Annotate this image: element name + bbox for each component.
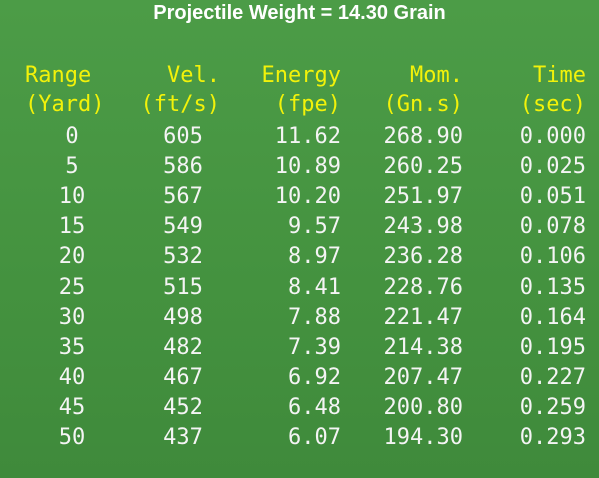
table-cell: 586: [163, 154, 203, 180]
table-cell: 243.98: [383, 214, 463, 240]
table-cell: 0.000: [519, 124, 586, 149]
table-cell: 221.47: [383, 304, 463, 330]
table-cell: 0.195: [519, 334, 586, 360]
table-cell: 0.051: [519, 184, 586, 210]
table-cell: 7.39: [288, 334, 341, 360]
column-header: (fpe): [274, 92, 341, 117]
table-cell: 0.293: [519, 425, 586, 450]
column-header: (ft/s): [140, 92, 220, 117]
table-cell: 8.97: [288, 244, 341, 270]
table-cell: 0.259: [519, 394, 586, 420]
title: Projectile Weight = 14.30 Grain: [153, 2, 446, 24]
table-cell: 498: [163, 304, 203, 330]
column-header: Time: [533, 63, 586, 88]
table-cell: 0.025: [519, 154, 586, 180]
column-header: Mom.: [410, 63, 463, 88]
table-cell: 6.92: [288, 364, 341, 390]
table-cell: 10: [58, 184, 86, 210]
table-cell: 515: [163, 274, 203, 300]
table-cell: 251.97: [383, 184, 463, 210]
table-cell: 25: [58, 274, 86, 300]
table-cell: 532: [163, 244, 203, 270]
column-header: Vel.: [167, 63, 220, 88]
table-cell: 45: [58, 394, 86, 420]
table-cell: 200.80: [383, 394, 463, 420]
table-cell: 482: [163, 334, 203, 360]
table-cell: 605: [163, 124, 203, 149]
table-cell: 228.76: [383, 274, 463, 300]
table-cell: 7.88: [288, 304, 341, 330]
table-cell: 20: [58, 244, 86, 270]
table-cell: 0.135: [519, 274, 586, 300]
column-header: (Gn.s): [383, 92, 463, 117]
table-cell: 0.106: [519, 244, 586, 270]
table-cell: 6.48: [288, 394, 341, 420]
table-cell: 194.30: [383, 425, 463, 450]
table-cell: 437: [163, 425, 203, 450]
table-cell: 15: [58, 214, 86, 240]
table-cell: 549: [163, 214, 203, 240]
table-cell: 0: [65, 124, 79, 149]
table-cell: 268.90: [383, 124, 463, 149]
table-cell: 467: [163, 364, 203, 390]
column-header: (sec): [519, 92, 586, 117]
table-cell: 5: [65, 154, 79, 180]
table-cell: 567: [163, 184, 203, 210]
table-cell: 8.41: [288, 274, 341, 300]
table-cell: 30: [58, 304, 86, 330]
table-cell: 0.078: [519, 214, 586, 240]
table-cell: 10.20: [274, 184, 341, 210]
table-cell: 0.164: [519, 304, 586, 330]
table-cell: 6.07: [288, 425, 341, 450]
column-header: Energy: [261, 63, 341, 88]
column-header: Range: [25, 63, 92, 88]
table-cell: 214.38: [383, 334, 463, 360]
table-cell: 40: [58, 364, 86, 390]
table-cell: 207.47: [383, 364, 463, 390]
table-cell: 0.227: [519, 364, 586, 390]
table-cell: 10.89: [274, 154, 341, 180]
table-cell: 11.62: [274, 124, 341, 149]
table-cell: 452: [163, 394, 203, 420]
column-header: (Yard): [25, 92, 105, 117]
table-cell: 9.57: [288, 214, 341, 240]
table-cell: 50: [58, 425, 86, 450]
table-cell: 35: [58, 334, 86, 360]
table-cell: 260.25: [383, 154, 463, 180]
table-cell: 236.28: [383, 244, 463, 270]
